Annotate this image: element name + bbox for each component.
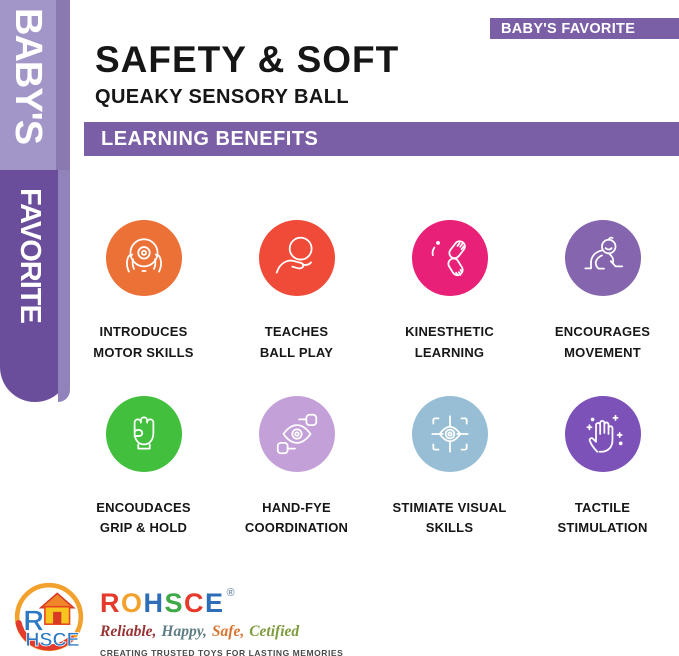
tagline-word: Safe, — [211, 623, 245, 640]
ribbon-top-edge — [56, 0, 70, 170]
tagline-word: Cetified — [249, 623, 300, 640]
tactile-hand-circle — [564, 395, 641, 472]
ribbon-top-label: BABY'S — [7, 8, 49, 145]
benefit-card: TEACHES BALL PLAY — [220, 220, 373, 364]
benefit-label: ENCOURAGES MOVEMENT — [554, 324, 651, 360]
visual-focus-circle — [411, 395, 488, 472]
logo-monogram-r: R — [23, 605, 44, 637]
brand-slogan: CREATING TRUSTED TOYS FOR LASTING MEMORI… — [100, 648, 344, 656]
footer-text: ROHSCE ® Reliable, Happy, Safe, Cetified CR… — [100, 580, 343, 656]
ribbon-bottom-label: FAVORITE — [14, 188, 46, 323]
benefit-card: STIMIATE VISUAL SKILLS — [373, 395, 526, 540]
benefit-card: TACTILE STIMULATION — [526, 395, 679, 540]
brand-letter: S — [164, 588, 185, 618]
logo-monogram-hsce: HSCE — [25, 629, 79, 651]
favorite-badge: BABY'S FAVORITE — [490, 18, 679, 39]
benefit-card: ENCOURAGES MOVEMENT — [526, 220, 679, 364]
tagline-word: Reliable, — [100, 623, 157, 640]
benefit-card: KINESTHETIC LEARNING — [373, 220, 526, 364]
benefit-label: HAND-FYE COORDINATION — [244, 499, 349, 536]
logo-house-door-icon — [53, 611, 62, 625]
page-subtitle: QUEAKY SENSORY BALL — [95, 85, 349, 108]
ball-play-circle — [258, 220, 335, 296]
favorite-badge-label: BABY'S FAVORITE — [501, 20, 636, 37]
footer: R HSCE ROHSCE ® Reliable, Happy, Safe, Ceti… — [12, 580, 343, 656]
benefit-label: TACTILE STIMULATION — [557, 499, 648, 536]
benefit-label: KINESTHETIC LEARNING — [405, 324, 494, 360]
benefit-label: TEACHES BALL PLAY — [259, 324, 334, 360]
section-bar-label: LEARNING BENEFITS — [101, 127, 319, 150]
benefit-label: INTRODUCES MOTOR SKILLS — [93, 324, 194, 360]
benefit-card: HAND-FYE COORDINATION — [220, 395, 373, 540]
hand-eye-icon — [272, 409, 322, 459]
brand-letter: H — [143, 588, 165, 618]
motor-skills-icon — [119, 233, 169, 283]
fist-grip-icon — [119, 409, 169, 459]
benefit-card: ENCOUDACES GRIP & HOLD — [67, 395, 220, 540]
brand-wordmark-row: ROHSCE ® — [100, 587, 343, 617]
ribbon-bottom: FAVORITE — [0, 170, 70, 402]
benefit-label: ENCOUDACES GRIP & HOLD — [96, 499, 191, 536]
ball-play-icon — [272, 233, 322, 283]
header: SAFETY & SOFT QUEAKY SENSORY BALL — [95, 39, 400, 109]
section-bar: LEARNING BENEFITS — [84, 122, 679, 156]
benefit-label: STIMIATE VISUAL SKILLS — [392, 499, 507, 536]
logo-red-arc — [15, 620, 75, 651]
fist-grip-circle — [105, 395, 182, 472]
hand-eye-circle — [258, 395, 335, 472]
tagline-word: Happy, — [161, 623, 207, 640]
registered-trademark: ® — [226, 587, 235, 599]
clapping-hands-circle — [411, 220, 488, 296]
clapping-hands-icon — [425, 233, 475, 283]
crawling-baby-icon — [578, 233, 628, 283]
brand-wordmark: ROHSCE — [100, 590, 225, 617]
ribbon-bottom-edge — [58, 170, 70, 402]
brand-tagline: Reliable, Happy, Safe, Cetified — [100, 623, 343, 641]
brand-letter: E — [205, 588, 225, 618]
tactile-hand-icon — [578, 409, 628, 459]
visual-focus-icon — [425, 409, 475, 459]
benefit-card: INTRODUCES MOTOR SKILLS — [67, 220, 220, 364]
brand-letter: R — [100, 588, 121, 618]
brand-letter: C — [184, 588, 206, 618]
brand-letter: O — [121, 588, 144, 618]
rohsce-logo-badge: R HSCE — [14, 582, 84, 652]
crawling-baby-circle — [564, 220, 641, 296]
page-title: SAFETY & SOFT — [95, 39, 400, 80]
ribbon-top: BABY'S — [0, 0, 70, 170]
motor-skills-circle — [105, 220, 182, 296]
benefits-grid: INTRODUCES MOTOR SKILLS TEACHES BALL PLAY… — [67, 220, 679, 539]
